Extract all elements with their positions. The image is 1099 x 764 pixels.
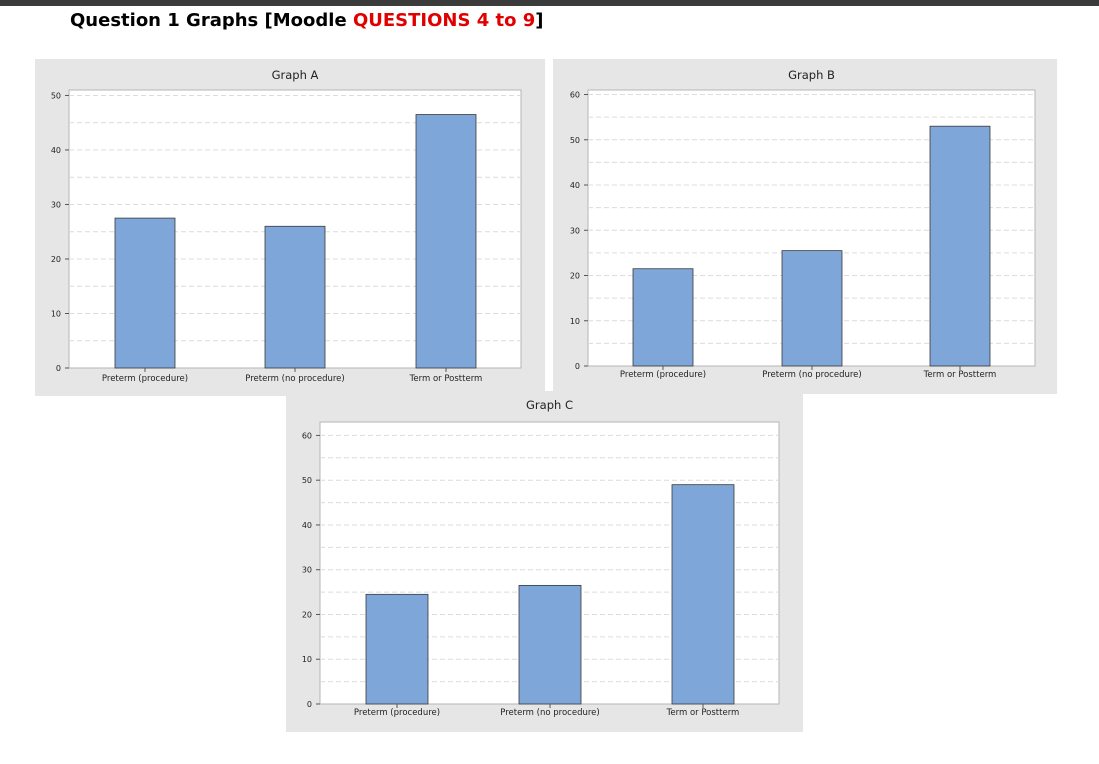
y-tick-label: 60: [302, 431, 312, 440]
y-tick-label: 20: [302, 610, 312, 619]
bar-c-3: [671, 484, 735, 705]
category-label: Term or Postterm: [409, 374, 483, 384]
bar-b-2: [781, 250, 843, 367]
category-label: Preterm (procedure): [354, 708, 440, 718]
chart-graph-b: 0 10 20 30 40 50 60 Preterm (procedure) Preterm …: [570, 68, 1036, 380]
y-tick-label: 0: [307, 700, 312, 709]
y-tick-label: 0: [56, 364, 61, 373]
window-top-bar: [0, 0, 1099, 6]
y-tick-label: 20: [51, 255, 61, 264]
y-tick-label: 60: [570, 91, 580, 100]
page-heading: Question 1 Graphs [Moodle QUESTIONS 4 to…: [70, 10, 543, 31]
category-label: Preterm (procedure): [620, 370, 706, 380]
y-tick-label: 30: [302, 566, 312, 575]
y-tick-label: 40: [302, 521, 312, 530]
bar-a-3: [415, 114, 477, 369]
chart-title: Graph C: [526, 398, 573, 412]
chart-panel-graph-b: 0 10 20 30 40 50 60 Preterm (procedure) Preterm …: [553, 59, 1057, 394]
y-tick-label: 10: [51, 309, 61, 318]
bar-a-1: [114, 217, 176, 369]
chart-title: Graph B: [788, 68, 835, 82]
y-tick-label: 50: [51, 91, 61, 100]
chart-panel-graph-c: 0 10 20 30 40 50 60 Preterm (procedure) Preterm …: [286, 391, 803, 732]
y-tick-label: 10: [302, 655, 312, 664]
chart-graph-c: 0 10 20 30 40 50 60 Preterm (procedure) Preterm …: [302, 398, 780, 718]
bar-b-3: [929, 125, 991, 367]
bar-a-2: [264, 225, 326, 369]
bar-b-1: [632, 268, 694, 367]
chart-panel-graph-a: 0 10 20 30 40 50 Preterm (procedure) Preterm (n…: [35, 59, 545, 396]
y-tick-label: 50: [570, 136, 580, 145]
y-tick-label: 10: [570, 317, 580, 326]
category-label: Term or Postterm: [666, 708, 740, 718]
bar-c-1: [365, 593, 429, 705]
category-label: Preterm (procedure): [102, 374, 188, 384]
y-tick-label: 40: [51, 146, 61, 155]
category-label: Preterm (no procedure): [762, 370, 861, 380]
chart-title: Graph A: [272, 68, 319, 82]
heading-highlight: QUESTIONS 4 to 9: [352, 10, 536, 31]
bar-c-2: [518, 584, 582, 705]
y-tick-label: 50: [302, 476, 312, 485]
chart-graph-a: 0 10 20 30 40 50 Preterm (procedure) Preterm (n…: [51, 68, 522, 384]
y-tick-label: 30: [570, 226, 580, 235]
y-tick-label: 20: [570, 272, 580, 281]
category-label: Preterm (no procedure): [500, 708, 599, 718]
heading-prefix: Question 1 Graphs [Moodle: [70, 10, 353, 31]
y-tick-label: 30: [51, 200, 61, 209]
y-tick-label: 40: [570, 181, 580, 190]
category-label: Term or Postterm: [923, 370, 997, 380]
category-label: Preterm (no procedure): [245, 374, 344, 384]
heading-suffix: ]: [535, 10, 544, 31]
y-tick-label: 0: [575, 362, 580, 371]
